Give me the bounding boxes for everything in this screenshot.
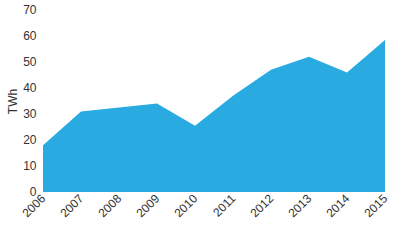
svg-text:TWh: TWh xyxy=(6,89,20,114)
svg-text:2013: 2013 xyxy=(286,191,315,220)
svg-text:70: 70 xyxy=(23,3,37,17)
svg-text:2014: 2014 xyxy=(324,191,353,220)
svg-text:2010: 2010 xyxy=(172,191,201,220)
svg-text:2009: 2009 xyxy=(134,191,163,220)
svg-text:50: 50 xyxy=(23,55,37,69)
svg-text:10: 10 xyxy=(23,159,37,173)
svg-text:20: 20 xyxy=(23,133,37,147)
svg-text:60: 60 xyxy=(23,29,37,43)
svg-text:2015: 2015 xyxy=(362,191,391,220)
svg-text:30: 30 xyxy=(23,107,37,121)
svg-text:2008: 2008 xyxy=(96,191,125,220)
svg-text:2012: 2012 xyxy=(248,191,277,220)
svg-text:2011: 2011 xyxy=(210,191,238,219)
svg-text:2006: 2006 xyxy=(20,191,49,220)
svg-text:40: 40 xyxy=(23,81,37,95)
svg-text:2007: 2007 xyxy=(58,191,87,220)
